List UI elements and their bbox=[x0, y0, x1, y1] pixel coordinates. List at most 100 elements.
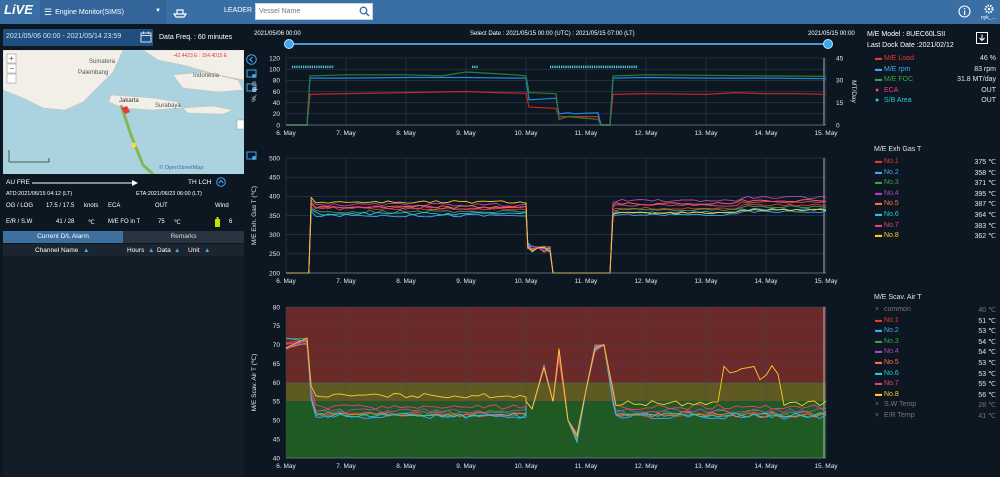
info-icon[interactable] bbox=[958, 5, 971, 18]
legend-item[interactable]: ▬ No.1 51 ℃ bbox=[874, 317, 1000, 328]
legend-label: No.8 bbox=[884, 390, 899, 398]
legend-item[interactable]: ▬ No.1 375 ℃ bbox=[874, 158, 1000, 169]
legend-item[interactable]: ● S/B Area OUT bbox=[874, 97, 1000, 108]
tab-current-alarm[interactable]: Current D/L Alarm bbox=[3, 231, 123, 243]
chart-settings-icon[interactable] bbox=[246, 66, 257, 78]
charts-area: 0 20 40 60 80 100 120 6. May 7. May 8. May 9. May 1… bbox=[251, 55, 857, 470]
legend-item[interactable]: ▬ M/E FOC 31.8 MT/day bbox=[874, 76, 1000, 87]
legend-item[interactable]: ▬ No.3 371 ℃ bbox=[874, 179, 1000, 190]
legend-label: No.4 bbox=[884, 189, 899, 197]
y-tick-label: 450 bbox=[269, 174, 280, 181]
y-tick-label: 300 bbox=[269, 232, 280, 239]
route-map[interactable]: + − Sumatera Palembang Jakarta Surabaya … bbox=[3, 50, 244, 174]
series-line-2 bbox=[286, 71, 827, 126]
y-tick-label: 80 bbox=[273, 78, 281, 85]
legend-value: 56 ℃ bbox=[978, 391, 996, 399]
col-data[interactable]: Data bbox=[157, 247, 171, 254]
ship-icon[interactable] bbox=[172, 5, 188, 19]
legend-item[interactable]: ▬ No.7 383 ℃ bbox=[874, 222, 1000, 233]
map-scale bbox=[8, 150, 50, 163]
legend-value: 358 ℃ bbox=[974, 169, 997, 177]
chart-settings-icon-2[interactable] bbox=[246, 80, 257, 92]
threshold-band-1 bbox=[286, 382, 826, 402]
legend-item[interactable]: ▬ No.7 55 ℃ bbox=[874, 380, 1000, 391]
legend-item[interactable]: ▬ M/E Load 46 % bbox=[874, 55, 1000, 66]
gear-icon[interactable] bbox=[983, 3, 995, 15]
x-tick-label: 15. May bbox=[814, 278, 838, 285]
engine-model: M/E Model : 8UEC60LSII bbox=[867, 31, 946, 38]
legend-marker-icon: ▬ bbox=[875, 55, 882, 62]
map-expand-button[interactable] bbox=[236, 119, 244, 130]
collapse-up-icon[interactable] bbox=[216, 177, 226, 187]
timeline-slider[interactable]: 2021/05/06 00:00 Select Date : 2021/05/1… bbox=[246, 26, 860, 52]
sort-asc-icon[interactable]: ▲ bbox=[174, 247, 181, 254]
map-credit[interactable]: © OpenStreetMap bbox=[159, 164, 203, 171]
wind-value: 6 bbox=[229, 219, 233, 225]
user-label[interactable]: nyk_... bbox=[981, 15, 996, 21]
legend-item[interactable]: ▬ No.4 54 ℃ bbox=[874, 348, 1000, 359]
chevron-down-icon: ▼ bbox=[155, 8, 161, 14]
chart-settings-icon-3[interactable] bbox=[246, 148, 257, 160]
x-tick-label: 9. May bbox=[456, 463, 476, 470]
timeline-end-handle[interactable] bbox=[823, 39, 833, 49]
legend-label: No.4 bbox=[884, 348, 899, 356]
legend-item[interactable]: ▬ No.8 362 ℃ bbox=[874, 232, 1000, 243]
legend-label: E/R Temp bbox=[884, 411, 915, 419]
app-logo[interactable]: LiVE bbox=[4, 2, 33, 17]
vessel-search-input[interactable] bbox=[255, 3, 373, 20]
er-sw-unit: ℃ bbox=[88, 220, 95, 226]
series-line-cyl-6 bbox=[286, 207, 827, 274]
sort-asc-icon[interactable]: ▲ bbox=[148, 247, 155, 254]
legend-item[interactable]: ▬ M/E rpm 83 rpm bbox=[874, 66, 1000, 77]
legend-item[interactable]: ● ECA OUT bbox=[874, 87, 1000, 98]
search-icon[interactable] bbox=[359, 6, 370, 17]
voyage-atd: ATD:2021/06/15 04:12 (LT) bbox=[6, 191, 73, 197]
tab-remarks[interactable]: Remarks bbox=[123, 231, 244, 243]
legend-item[interactable]: ▬ No.6 53 ℃ bbox=[874, 370, 1000, 381]
x-tick-label: 14. May bbox=[754, 463, 778, 470]
date-range-field[interactable]: 2021/05/06 00:00 - 2021/05/14 23:59 bbox=[3, 29, 153, 46]
legend-value: 375 ℃ bbox=[974, 159, 997, 166]
legend-item[interactable]: ▬ No.5 53 ℃ bbox=[874, 359, 1000, 370]
collapse-left-icon[interactable] bbox=[246, 52, 257, 65]
legend-item[interactable]: ▬ No.2 358 ℃ bbox=[874, 169, 1000, 180]
legend-item[interactable]: ▬ No.4 395 ℃ bbox=[874, 190, 1000, 201]
timeline-track[interactable] bbox=[288, 43, 828, 45]
calendar-icon[interactable] bbox=[140, 31, 152, 43]
legend-marker-icon: ▬ bbox=[875, 221, 882, 229]
sort-asc-icon[interactable]: ▲ bbox=[83, 247, 90, 254]
col-hours[interactable]: Hours bbox=[127, 247, 145, 254]
x-tick-label: 13. May bbox=[694, 278, 718, 285]
legend-label: No.6 bbox=[884, 369, 899, 377]
legend-item[interactable]: ▬ No.3 54 ℃ bbox=[874, 338, 1000, 349]
module-selector[interactable]: ☰ Engine Monitor(SIMS) ▼ bbox=[40, 0, 166, 24]
legend-marker-icon: ▬ bbox=[875, 76, 882, 84]
timeline-start-handle[interactable] bbox=[284, 39, 294, 49]
wind-indicator-icon bbox=[215, 217, 220, 227]
legend-item[interactable]: × S.W Temp 28 ℃ bbox=[874, 401, 1000, 412]
og-log-label: OG / LOG bbox=[6, 203, 34, 209]
legend-value: 383 ℃ bbox=[974, 222, 997, 230]
sort-asc-icon[interactable]: ▲ bbox=[204, 247, 211, 254]
legend-item[interactable]: ▬ No.8 56 ℃ bbox=[874, 391, 1000, 402]
legend-item[interactable]: × E/R Temp 41 ℃ bbox=[874, 412, 1000, 423]
legend-item[interactable]: ▬ No.6 364 ℃ bbox=[874, 211, 1000, 222]
col-unit[interactable]: Unit bbox=[188, 247, 200, 254]
col-channel-name[interactable]: Channel Name bbox=[35, 247, 79, 254]
map-label-indonesia: Indonesia bbox=[193, 73, 220, 79]
legend-hidden-icon: × bbox=[875, 411, 880, 419]
download-icon[interactable] bbox=[976, 32, 988, 44]
legend-item[interactable]: ▬ No.2 53 ℃ bbox=[874, 327, 1000, 338]
y-right-tick-label: 45 bbox=[836, 55, 844, 62]
y-tick-label: 20 bbox=[273, 111, 281, 118]
series-line-cyl-8 bbox=[286, 196, 827, 274]
legend-label: No.7 bbox=[884, 380, 899, 388]
map-zoom-controls[interactable]: + − bbox=[6, 53, 17, 84]
data-frequency: Data Freq. : 60 minutes bbox=[159, 34, 233, 41]
legend-item[interactable]: ▬ No.5 387 ℃ bbox=[874, 200, 1000, 211]
x-tick-label: 6. May bbox=[276, 130, 296, 137]
legend-item[interactable]: × common 40 ℃ bbox=[874, 306, 1000, 317]
legend-exh-gas: M/E Exh Gas T ▬ No.1 375 ℃ ▬ No.2 358 ℃ ▬ No.3 37… bbox=[874, 146, 1000, 243]
series-line-0 bbox=[286, 90, 827, 126]
x-tick-label: 12. May bbox=[634, 130, 658, 137]
